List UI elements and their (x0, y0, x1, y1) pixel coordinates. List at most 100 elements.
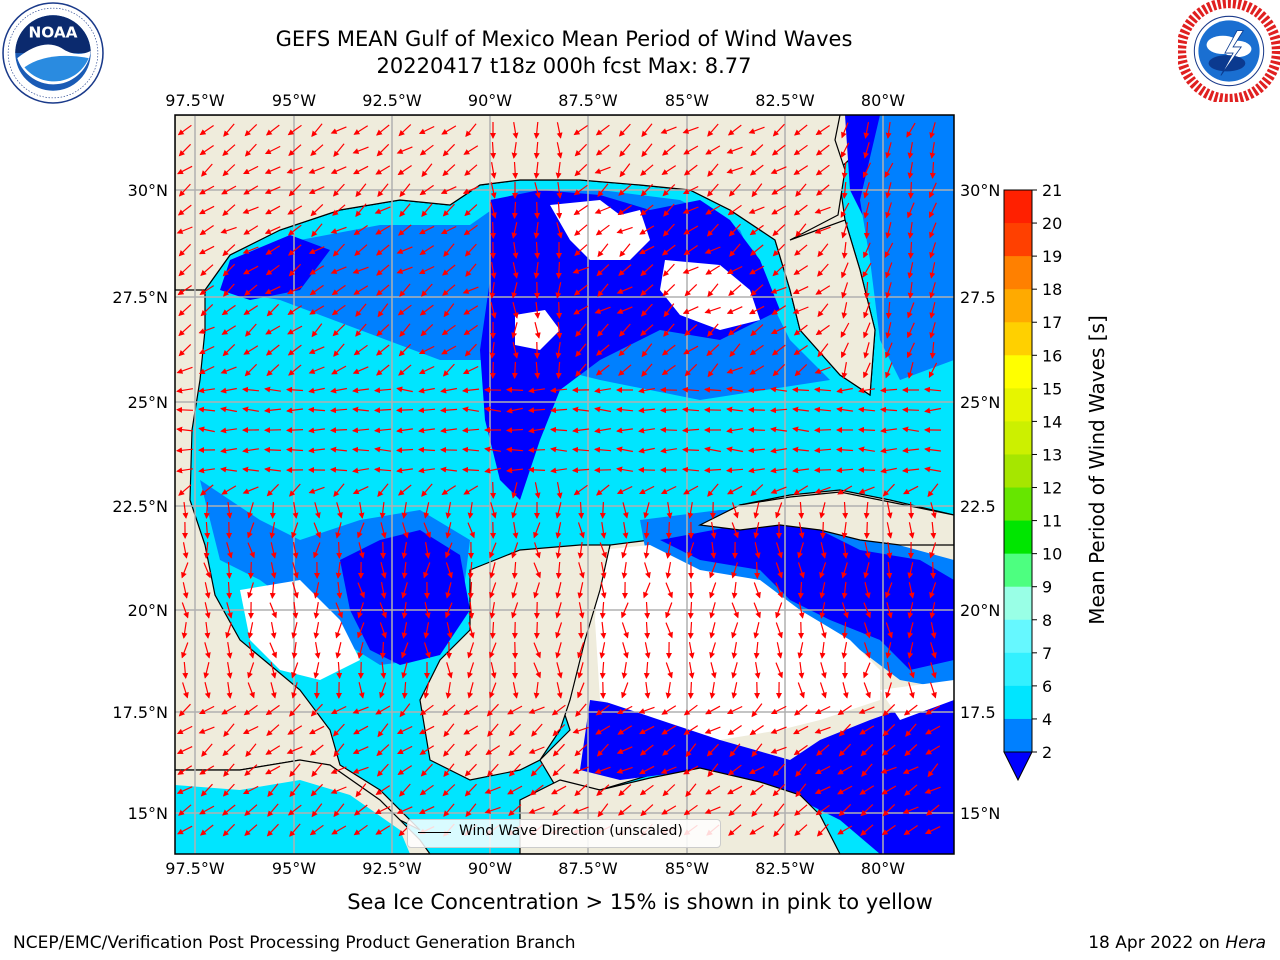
colorbar-tick-label: 13 (1042, 445, 1062, 464)
wind-wave-arrow (748, 126, 765, 134)
wind-wave-arrow (555, 522, 562, 539)
lon-label-top: 92.5°W (362, 91, 422, 110)
wind-wave-arrow (332, 183, 345, 197)
wind-wave-arrow (310, 144, 324, 156)
wind-wave-arrow (618, 184, 632, 196)
wind-wave-arrow (489, 582, 497, 599)
wind-wave-arrow (512, 682, 519, 699)
wind-wave-arrow (731, 502, 739, 519)
wind-wave-arrow (463, 725, 479, 735)
wind-wave-arrow (222, 343, 236, 357)
wind-wave-arrow (863, 642, 871, 659)
wind-wave-arrow (355, 303, 367, 317)
wind-wave-arrow (621, 622, 629, 639)
wind-wave-arrow (226, 682, 233, 699)
wind-wave-arrow (924, 446, 941, 453)
colorbar-segment (1004, 388, 1032, 422)
chart-title: GEFS MEAN Gulf of Mexico Mean Period of … (275, 27, 853, 51)
wind-wave-arrow (710, 662, 717, 679)
wind-wave-arrow (929, 682, 937, 699)
wind-wave-arrow (749, 725, 764, 736)
lon-label-bottom: 80°W (861, 859, 905, 878)
wind-wave-arrow (353, 225, 368, 236)
wind-wave-arrow (379, 602, 387, 619)
wind-wave-arrow (178, 183, 191, 197)
wind-wave-arrow (308, 346, 325, 354)
wind-wave-arrow (552, 743, 565, 757)
wind-wave-arrow (688, 641, 695, 659)
wind-wave-arrow (534, 302, 541, 319)
florida-land (175, 115, 876, 397)
wind-wave-arrow (374, 407, 392, 414)
wind-wave-arrow (490, 261, 497, 279)
wind-wave-arrow (929, 161, 936, 179)
wind-wave-arrow (639, 225, 655, 235)
wind-wave-arrow (178, 304, 192, 317)
wind-wave-arrow (220, 447, 238, 454)
wind-wave-arrow (907, 622, 914, 639)
wind-wave-arrow (311, 223, 323, 237)
wind-wave-arrow (841, 621, 848, 639)
wind-wave-arrow (467, 662, 475, 679)
wind-wave-arrow (288, 244, 302, 256)
wind-wave-arrow (792, 406, 809, 413)
wind-wave-arrow (814, 386, 832, 393)
wind-wave-arrow (688, 581, 695, 599)
wind-wave-arrow (243, 165, 259, 175)
wind-wave-arrow (556, 662, 563, 679)
wind-wave-arrow (643, 582, 651, 599)
wind-wave-arrow (397, 745, 413, 755)
wind-wave-arrow (264, 186, 281, 194)
wind-wave-arrow (264, 386, 281, 393)
wind-wave-arrow (291, 622, 298, 639)
wind-wave-arrow (551, 704, 566, 716)
wind-wave-arrow (641, 343, 653, 358)
wind-wave-arrow (929, 202, 937, 219)
wind-wave-arrow (709, 642, 716, 659)
wind-wave-arrow (468, 622, 475, 639)
wind-wave-arrow (222, 164, 236, 177)
pacific-water (175, 780, 410, 854)
wind-wave-arrow (616, 406, 634, 413)
wind-wave-arrow (330, 126, 347, 134)
wind-wave-arrow (770, 166, 787, 174)
wind-wave-arrow (836, 467, 854, 474)
wind-wave-arrow (443, 723, 455, 738)
wind-wave-arrow (863, 362, 871, 379)
wind-wave-arrow (905, 723, 917, 737)
wind-wave-arrow (885, 322, 892, 339)
wind-wave-arrow (770, 486, 787, 494)
wind-wave-arrow (204, 642, 211, 659)
wind-wave-arrow (880, 467, 897, 474)
wind-wave-arrow (707, 483, 719, 497)
wind-wave-arrow (220, 466, 237, 473)
wind-wave-arrow (203, 662, 210, 679)
lat-label-left: 27.5°N (112, 288, 168, 307)
wind-wave-arrow (204, 521, 211, 539)
wind-wave-arrow (332, 243, 345, 257)
wind-wave-arrow (419, 144, 434, 156)
wind-wave-arrow (221, 325, 237, 335)
wind-wave-arrow (771, 344, 786, 356)
wind-wave-arrow (683, 164, 698, 176)
wind-wave-arrow (749, 164, 764, 176)
wind-wave-arrow (374, 446, 391, 453)
wind-wave-arrow (574, 143, 588, 157)
wind-wave-arrow (616, 427, 633, 434)
wind-wave-arrow (376, 324, 390, 337)
wind-wave-arrow (287, 305, 303, 315)
wind-wave-arrow (222, 244, 236, 257)
wind-wave-arrow (401, 642, 409, 659)
wind-wave-arrow (265, 245, 281, 255)
wind-wave-arrow (793, 725, 809, 735)
wind-wave-arrow (555, 342, 562, 359)
wind-wave-arrow (376, 284, 390, 296)
wind-wave-arrow (858, 466, 876, 473)
lon-label-top: 82.5°W (755, 91, 815, 110)
wind-wave-arrow (660, 407, 678, 414)
wind-wave-arrow (577, 682, 585, 699)
wind-wave-arrow (376, 344, 390, 356)
wind-wave-arrow (728, 223, 741, 237)
wind-wave-arrow (578, 562, 585, 579)
wind-wave-arrow (462, 286, 479, 294)
